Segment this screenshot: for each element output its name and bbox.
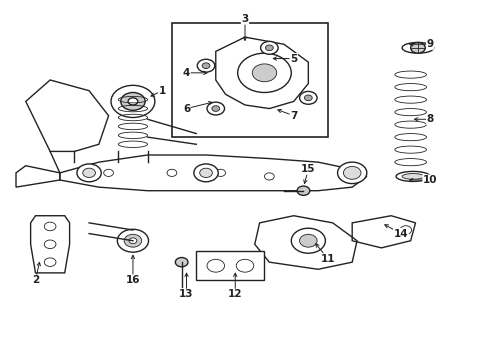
- Circle shape: [200, 168, 212, 177]
- Circle shape: [291, 228, 325, 253]
- Circle shape: [207, 102, 224, 115]
- Circle shape: [194, 164, 218, 182]
- Text: 3: 3: [242, 14, 248, 24]
- Circle shape: [202, 63, 210, 68]
- Text: 12: 12: [228, 289, 243, 299]
- Text: 7: 7: [290, 111, 297, 121]
- Circle shape: [129, 238, 137, 244]
- Circle shape: [343, 166, 361, 179]
- Ellipse shape: [402, 42, 434, 53]
- Circle shape: [44, 258, 56, 266]
- Circle shape: [338, 162, 367, 184]
- Circle shape: [175, 257, 188, 267]
- Circle shape: [212, 106, 220, 111]
- Circle shape: [265, 173, 274, 180]
- Circle shape: [236, 259, 254, 272]
- Circle shape: [297, 186, 310, 195]
- Text: 11: 11: [320, 253, 335, 264]
- Text: 13: 13: [179, 289, 194, 299]
- Text: 8: 8: [426, 114, 434, 124]
- Text: 15: 15: [301, 164, 316, 174]
- Circle shape: [83, 168, 96, 177]
- Circle shape: [117, 229, 148, 252]
- Text: 16: 16: [126, 275, 140, 285]
- Circle shape: [104, 169, 114, 176]
- FancyBboxPatch shape: [172, 23, 328, 137]
- Text: 6: 6: [183, 104, 190, 113]
- Circle shape: [411, 42, 425, 53]
- Text: 2: 2: [32, 275, 39, 285]
- Circle shape: [111, 85, 155, 117]
- Circle shape: [261, 41, 278, 54]
- Circle shape: [167, 169, 177, 176]
- Circle shape: [44, 222, 56, 231]
- Text: 14: 14: [393, 229, 408, 239]
- Text: 1: 1: [159, 86, 166, 96]
- Circle shape: [216, 169, 225, 176]
- Circle shape: [77, 164, 101, 182]
- Ellipse shape: [402, 174, 424, 179]
- Text: 10: 10: [423, 175, 438, 185]
- Circle shape: [304, 95, 312, 101]
- Circle shape: [266, 45, 273, 51]
- Text: 5: 5: [290, 54, 297, 64]
- Circle shape: [197, 59, 215, 72]
- Circle shape: [44, 240, 56, 249]
- Circle shape: [128, 98, 138, 105]
- Circle shape: [252, 64, 277, 82]
- Ellipse shape: [396, 171, 430, 181]
- Circle shape: [207, 259, 224, 272]
- Circle shape: [400, 226, 412, 234]
- Circle shape: [299, 91, 317, 104]
- Circle shape: [121, 93, 145, 111]
- Circle shape: [124, 234, 142, 247]
- Bar: [196, 251, 265, 280]
- Text: 9: 9: [427, 39, 434, 49]
- Circle shape: [238, 53, 291, 93]
- Text: 4: 4: [183, 68, 190, 78]
- Circle shape: [299, 234, 317, 247]
